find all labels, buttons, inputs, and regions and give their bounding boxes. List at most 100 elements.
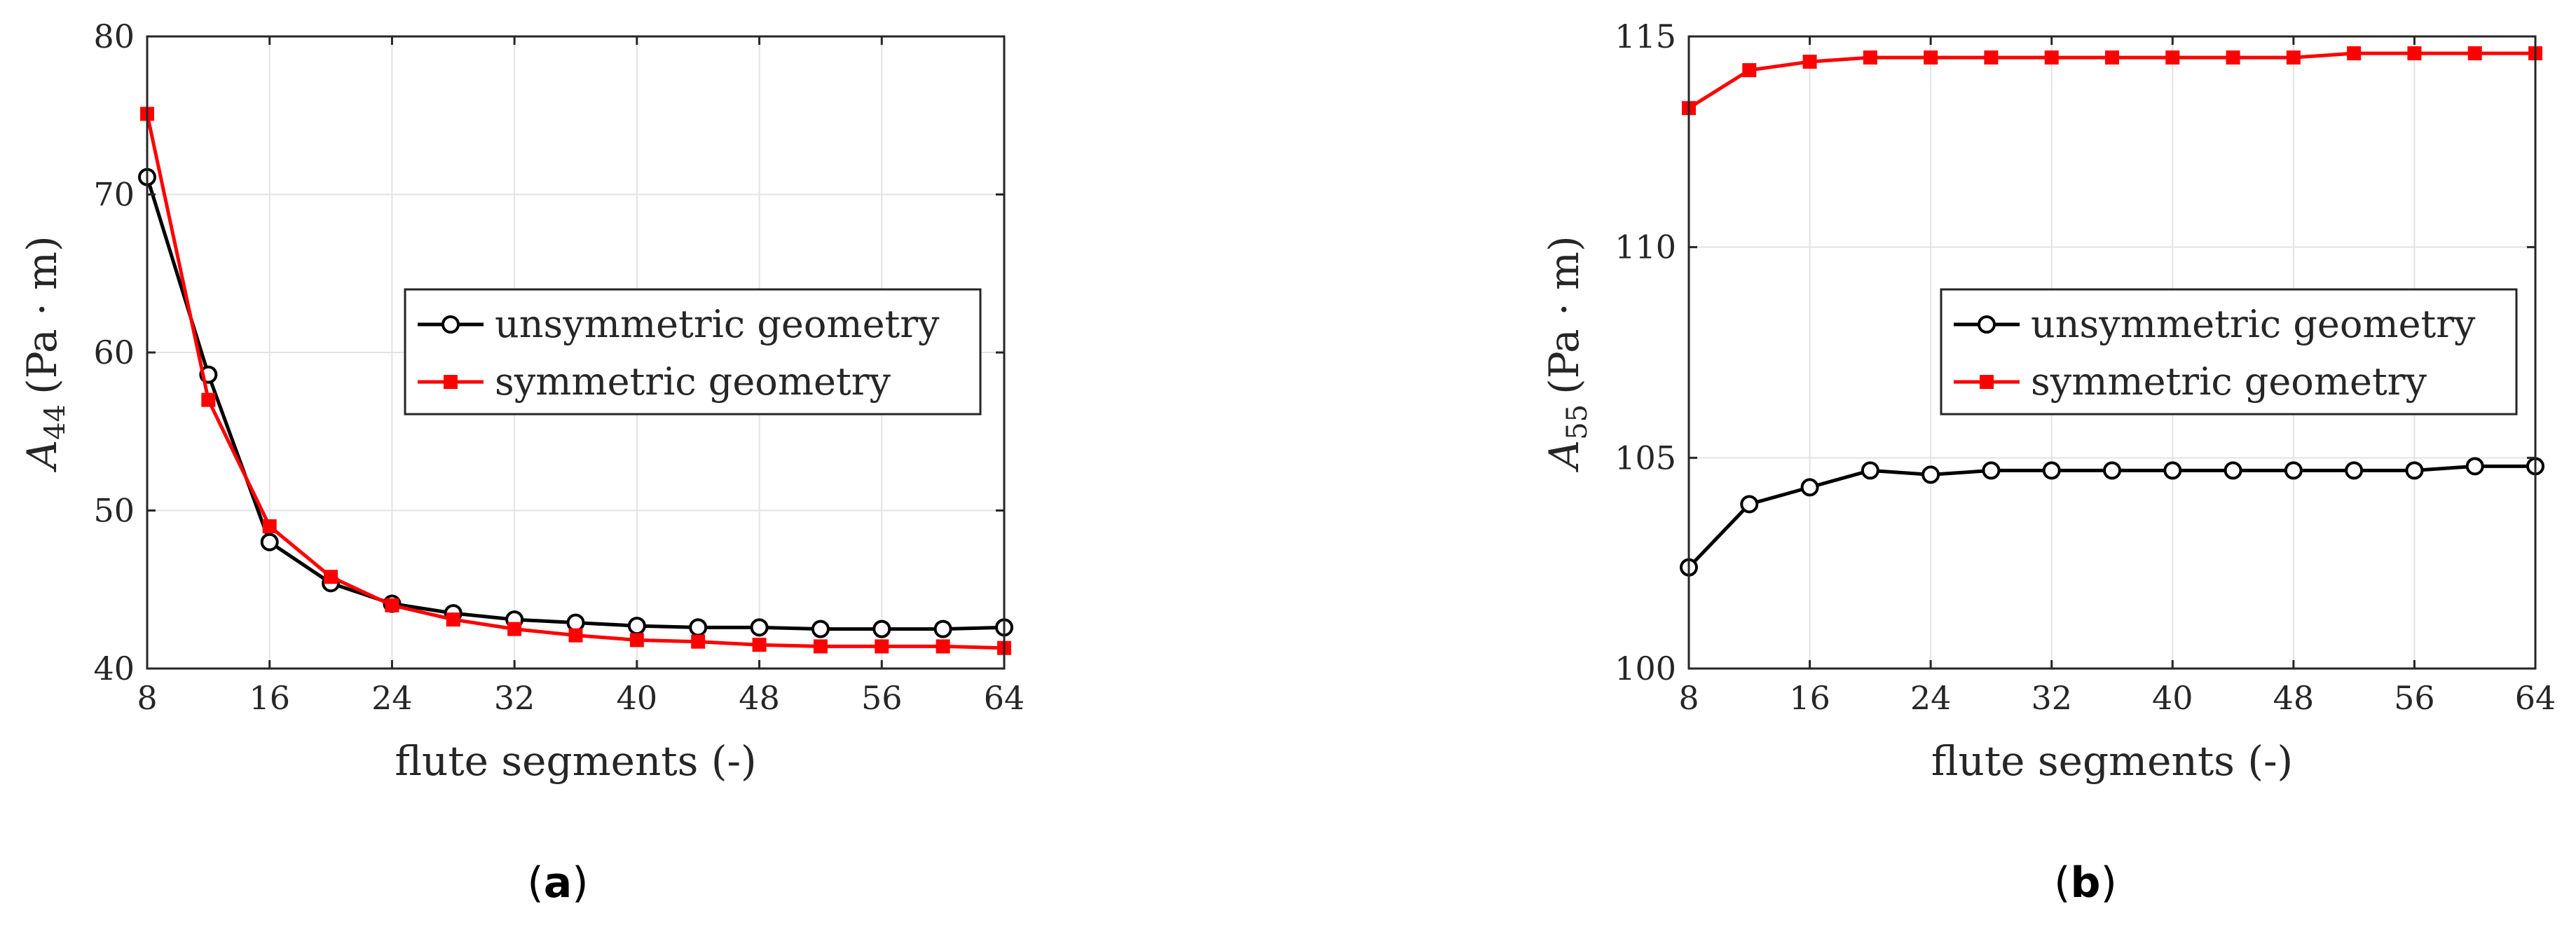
series-symmetric — [1682, 46, 2542, 116]
data-point — [568, 628, 583, 643]
data-point — [629, 633, 644, 648]
data-point — [936, 639, 950, 654]
data-point — [1863, 50, 1877, 65]
data-point — [446, 612, 460, 627]
x-tick-label: 56 — [2394, 679, 2435, 717]
data-point — [1924, 50, 1938, 65]
legend-label: unsymmetric geometry — [2031, 302, 2476, 346]
y-axis-label: A55 (Pa · m) — [1540, 235, 1594, 472]
x-tick-label: 40 — [617, 679, 658, 717]
data-point — [324, 570, 338, 584]
x-axis-label: flute segments (-) — [395, 737, 756, 785]
data-point — [2044, 50, 2059, 65]
data-point — [875, 639, 889, 654]
x-tick-label: 24 — [1910, 679, 1952, 717]
y-axis-label-unit: (Pa · m) — [18, 235, 66, 395]
data-point — [1800, 478, 1819, 497]
legend-label: symmetric geometry — [2031, 359, 2427, 404]
data-point — [2405, 461, 2424, 480]
x-tick-label: 24 — [371, 679, 413, 717]
data-point — [201, 392, 216, 407]
legend-marker — [1978, 315, 1996, 334]
data-point — [1921, 465, 1940, 484]
data-point — [2467, 46, 2482, 61]
legend-marker — [444, 375, 458, 389]
panel-caption: (a) — [527, 858, 588, 907]
legend-label: symmetric geometry — [495, 359, 891, 404]
data-point — [2345, 461, 2364, 480]
legend: unsymmetric geometry symmetric geometry — [1940, 288, 2518, 416]
legend-box — [1940, 288, 2518, 416]
data-point — [1984, 50, 1999, 65]
x-tick-label: 16 — [249, 679, 290, 717]
legend-box — [404, 288, 982, 416]
data-point — [750, 618, 769, 637]
data-point — [507, 622, 522, 636]
data-point — [2226, 50, 2240, 65]
data-point — [752, 638, 767, 652]
data-point — [2224, 461, 2242, 480]
data-point — [1742, 63, 1757, 78]
x-tick-label: 48 — [739, 679, 780, 717]
x-tick-label: 64 — [2515, 679, 2556, 717]
y-tick-label: 115 — [1615, 18, 1676, 55]
data-point — [2465, 457, 2484, 476]
y-axis-label-unit: (Pa · m) — [1540, 235, 1588, 395]
legend-label: unsymmetric geometry — [495, 302, 940, 346]
panel-caption-letter: a — [544, 858, 573, 907]
data-point — [689, 618, 708, 637]
data-point — [385, 598, 399, 612]
x-tick-label: 32 — [2031, 679, 2072, 717]
data-point — [933, 619, 952, 638]
data-point — [872, 619, 891, 638]
data-point — [2165, 50, 2180, 65]
data-point — [1861, 461, 1879, 480]
chart-panel-b: 8 16 24 32 40 48 56 64 100 105 110 115 flute segment… — [1540, 18, 2556, 907]
data-point — [566, 613, 585, 632]
data-point — [2284, 461, 2303, 480]
y-tick-label: 60 — [93, 334, 135, 371]
x-tick-label: 8 — [137, 679, 157, 717]
panel-caption: (b) — [2054, 858, 2117, 907]
data-point — [811, 619, 830, 638]
y-axis-label: A44 (Pa · m) — [18, 235, 71, 472]
y-tick-label: 105 — [1615, 439, 1676, 477]
y-axis-label-symbol: A — [18, 440, 66, 473]
data-point — [1802, 55, 1817, 69]
x-tick-label: 56 — [861, 679, 903, 717]
data-point — [260, 533, 279, 551]
y-tick-label: 110 — [1615, 228, 1676, 266]
y-tick-label: 70 — [93, 176, 135, 214]
y-tick-label: 80 — [93, 18, 135, 55]
legend: unsymmetric geometry symmetric geometry — [404, 288, 982, 416]
data-point — [691, 634, 706, 649]
data-point — [2105, 50, 2119, 65]
legend-marker — [1980, 375, 1994, 389]
x-tick-label: 8 — [1678, 679, 1699, 717]
data-point — [2103, 461, 2121, 480]
x-tick-label: 32 — [494, 679, 535, 717]
panel-caption-letter: b — [2071, 858, 2101, 907]
data-point — [2407, 46, 2422, 61]
data-point — [813, 639, 828, 654]
y-axis-label-subscript: 55 — [1561, 404, 1594, 440]
axes-frame — [1687, 35, 2537, 670]
data-point — [2347, 46, 2362, 61]
series-symmetric — [140, 107, 1011, 655]
data-point — [627, 617, 646, 636]
x-tick-label: 16 — [1789, 679, 1830, 717]
y-axis-label-symbol: A — [1540, 440, 1588, 473]
y-tick-label: 50 — [93, 492, 135, 530]
y-axis-label-subscript: 44 — [39, 404, 71, 440]
data-point — [262, 519, 277, 534]
y-tick-label: 100 — [1615, 650, 1676, 687]
x-axis-label: flute segments (-) — [1931, 737, 2293, 785]
legend-marker — [441, 315, 460, 334]
x-tick-label: 48 — [2273, 679, 2315, 717]
data-point — [1982, 461, 2001, 480]
y-tick-label: 40 — [93, 650, 135, 687]
data-point — [2286, 50, 2301, 65]
data-point — [2163, 461, 2182, 480]
data-point — [2042, 461, 2061, 480]
